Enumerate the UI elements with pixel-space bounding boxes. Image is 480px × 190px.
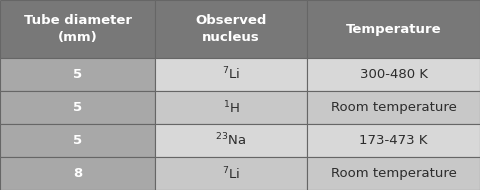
Bar (307, 58, 480, 91)
Bar (0, 157, 155, 190)
Text: 300-480 K: 300-480 K (360, 68, 428, 81)
Text: 5: 5 (73, 134, 82, 147)
Bar (307, 157, 480, 190)
Text: $^{7}$Li: $^{7}$Li (222, 66, 240, 83)
Bar (155, 124, 307, 157)
Bar (307, 0, 480, 58)
Text: 173-473 K: 173-473 K (359, 134, 428, 147)
Text: 5: 5 (73, 68, 82, 81)
Bar (0, 91, 155, 124)
Bar (155, 58, 307, 91)
Text: $^{7}$Li: $^{7}$Li (222, 165, 240, 182)
Text: 5: 5 (73, 101, 82, 114)
Bar (0, 124, 155, 157)
Text: Observed
nucleus: Observed nucleus (195, 14, 267, 44)
Text: $^{1}$H: $^{1}$H (223, 99, 240, 116)
Bar (0, 0, 155, 58)
Bar (0, 58, 155, 91)
Bar (307, 91, 480, 124)
Text: $^{23}$Na: $^{23}$Na (216, 132, 247, 149)
Bar (155, 157, 307, 190)
Bar (155, 91, 307, 124)
Text: 8: 8 (73, 167, 82, 180)
Bar (307, 124, 480, 157)
Text: Room temperature: Room temperature (331, 167, 456, 180)
Text: Tube diameter
(mm): Tube diameter (mm) (24, 14, 132, 44)
Text: Temperature: Temperature (346, 22, 441, 36)
Bar (155, 0, 307, 58)
Text: Room temperature: Room temperature (331, 101, 456, 114)
